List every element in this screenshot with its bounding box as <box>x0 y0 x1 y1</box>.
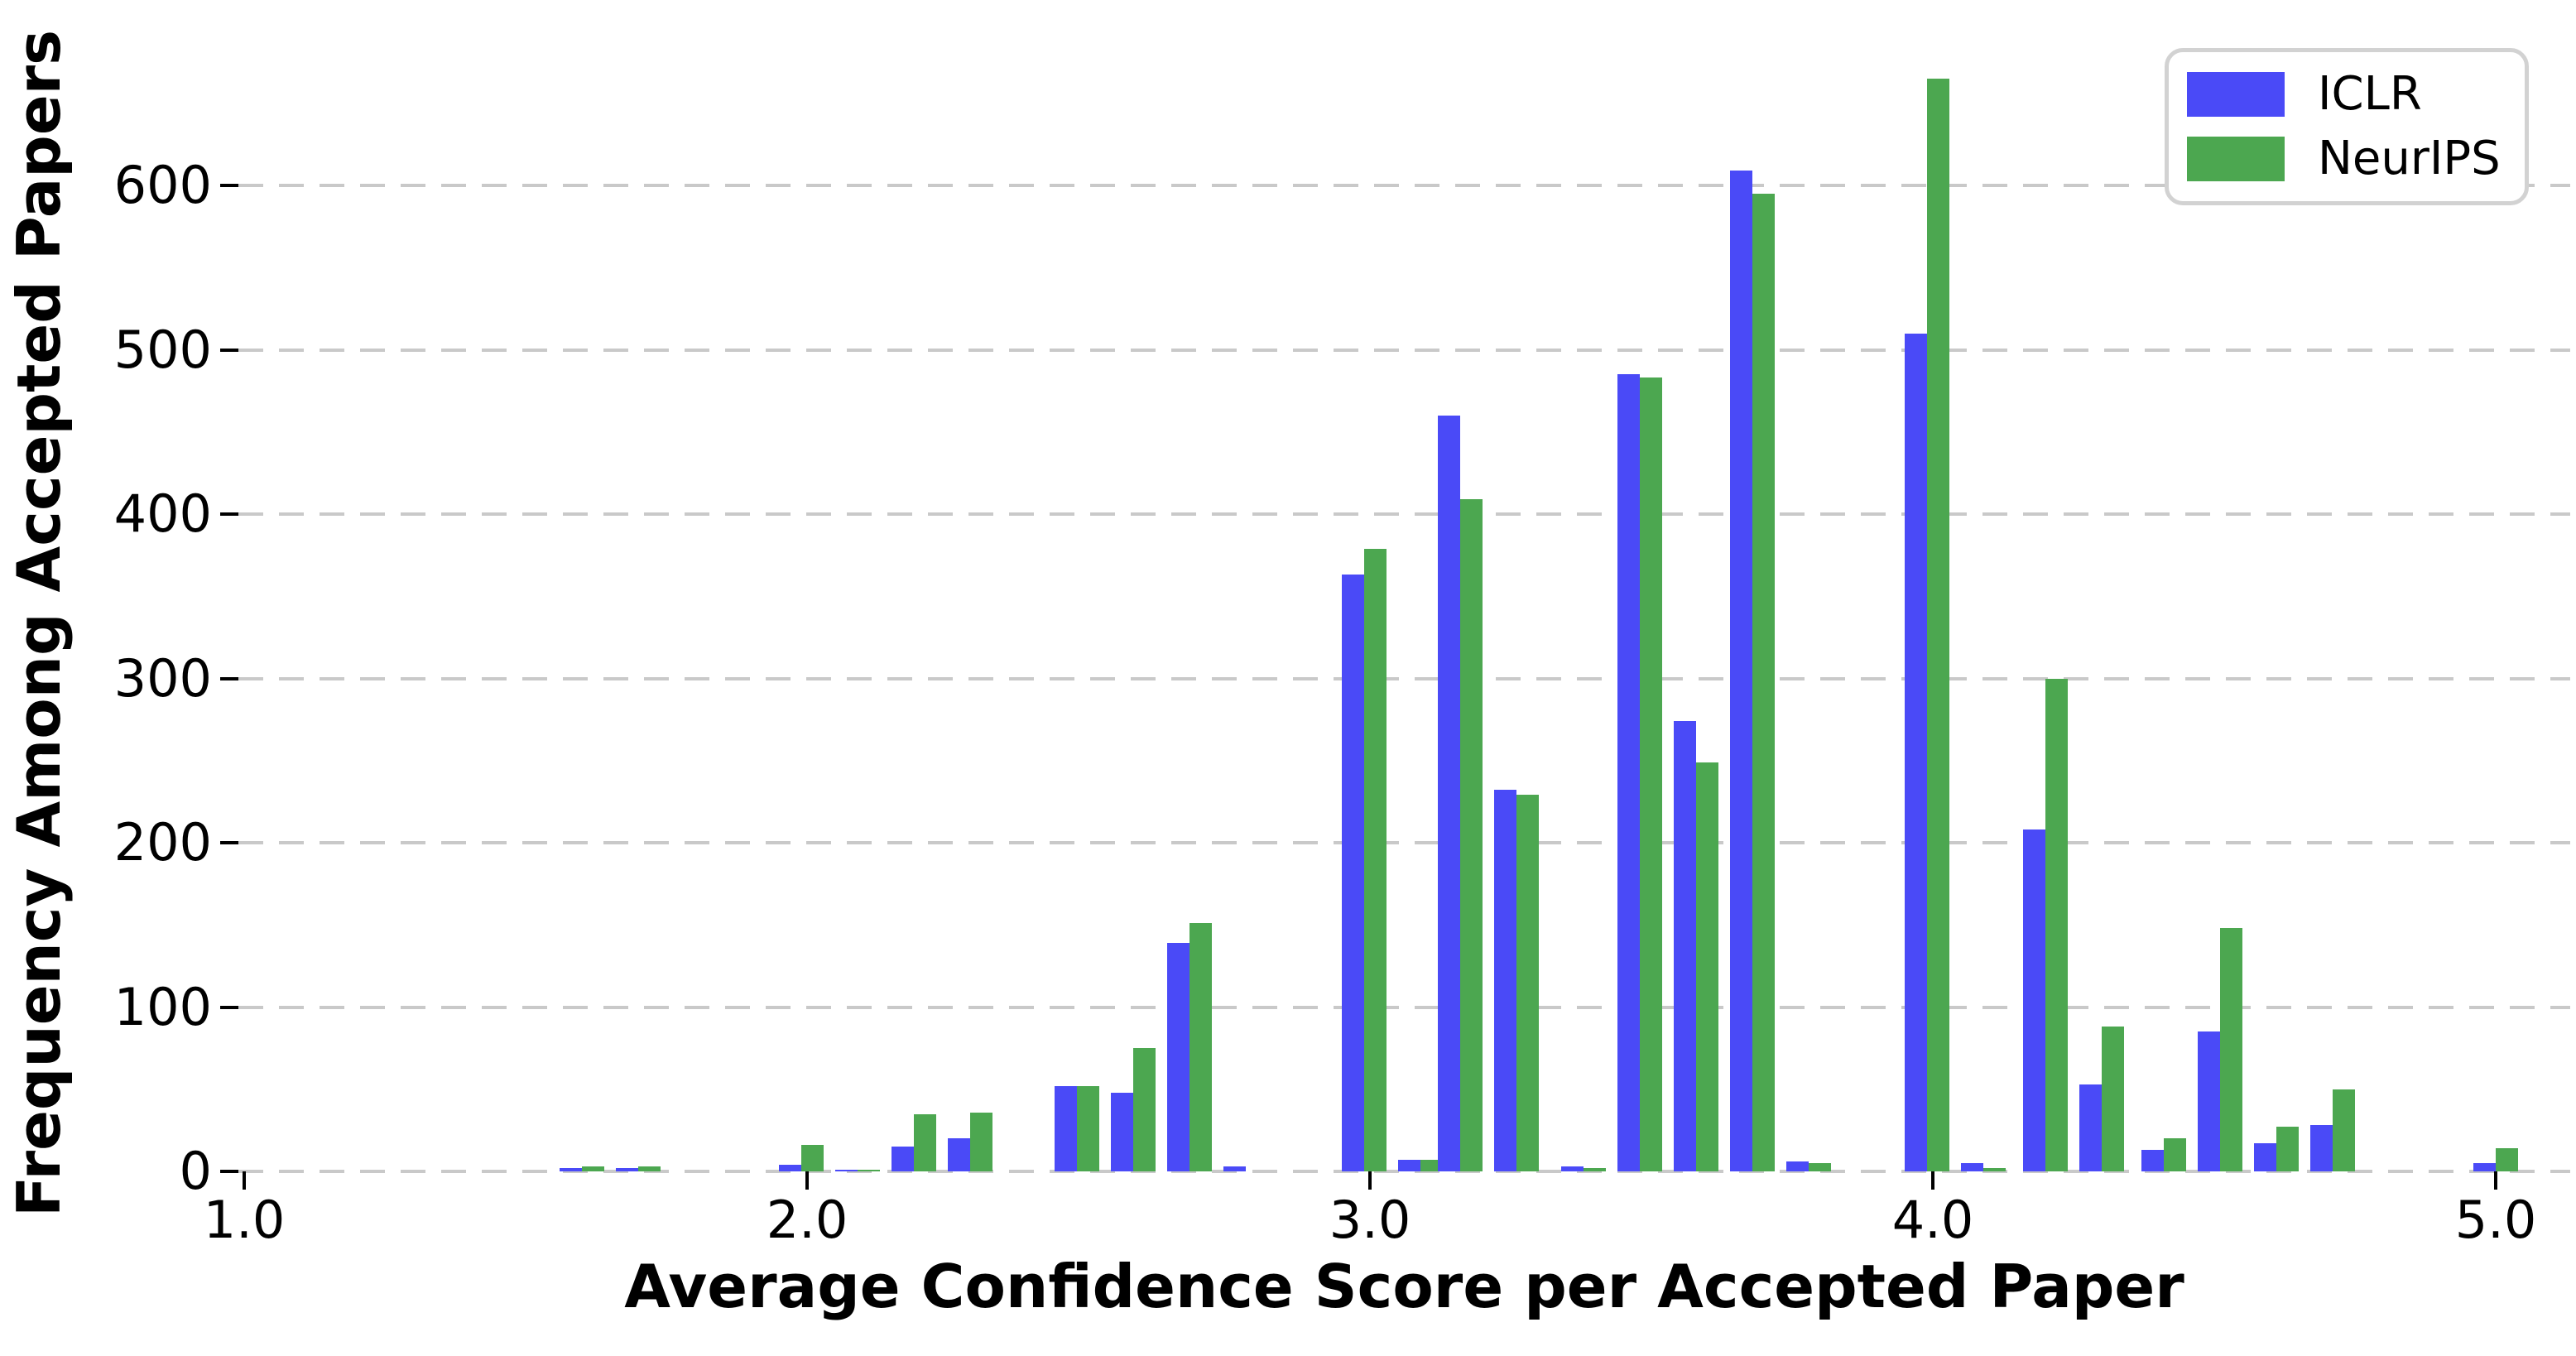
bar-neurips-x1.7 <box>638 1166 661 1171</box>
bar-neurips-x2.99 <box>1364 548 1387 1171</box>
bar-iclr-x3.68 <box>1730 171 1753 1171</box>
bar-iclr-x2.09 <box>835 1170 858 1171</box>
bar-iclr-x2.48 <box>1055 1085 1078 1171</box>
bar-neurips-x4.41 <box>2163 1138 2186 1171</box>
y-tick-label-500: 500 <box>113 319 212 380</box>
x-tick-label-5.0: 5.0 <box>2454 1190 2537 1250</box>
bar-neurips-x4.71 <box>2332 1089 2355 1171</box>
bar-neurips-x1.99 <box>801 1145 824 1171</box>
y-tick-label-200: 200 <box>113 812 212 873</box>
bar-iclr-x4.51 <box>2197 1031 2220 1171</box>
bar-neurips-x4.2 <box>2045 678 2068 1171</box>
x-tick-mark-4.0 <box>1931 1171 1934 1190</box>
bar-iclr-x3.99 <box>1905 333 1928 1171</box>
x-axis-title: Average Confidence Score per Accepted Pa… <box>624 1252 2184 1321</box>
bar-neurips-x3.58 <box>1696 762 1719 1171</box>
y-tick-mark-500 <box>220 348 238 352</box>
bar-neurips-x3.16 <box>1459 499 1483 1171</box>
gridline-400 <box>238 512 2570 516</box>
bar-iclr-x3.58 <box>1674 721 1697 1171</box>
y-tick-mark-300 <box>220 676 238 680</box>
bar-iclr-x4.41 <box>2141 1150 2164 1171</box>
bar-iclr-x3.48 <box>1617 374 1641 1171</box>
y-tick-mark-200 <box>220 841 238 844</box>
bar-neurips-x4.3 <box>2102 1027 2124 1171</box>
bar-iclr-x2.29 <box>948 1138 971 1171</box>
x-tick-mark-2.0 <box>805 1171 809 1190</box>
bar-iclr-x4.61 <box>2253 1143 2276 1171</box>
bar-neurips-x2.48 <box>1077 1085 1100 1171</box>
gridline-0 <box>238 1170 2570 1173</box>
y-tick-mark-100 <box>220 1005 238 1009</box>
legend-swatch-neurips <box>2187 137 2285 182</box>
gridline-100 <box>238 1005 2570 1009</box>
gridline-600 <box>238 184 2570 187</box>
bar-neurips-x3.09 <box>1420 1160 1444 1171</box>
bar-neurips-x2.09 <box>858 1170 881 1171</box>
x-tick-label-4.0: 4.0 <box>1891 1190 1974 1250</box>
bar-neurips-x3.68 <box>1752 193 1776 1171</box>
bar-neurips-x2.29 <box>970 1112 993 1171</box>
bar-neurips-x5 <box>2496 1148 2518 1171</box>
x-tick-mark-1.0 <box>243 1171 246 1190</box>
x-tick-mark-3.0 <box>1368 1171 1372 1190</box>
y-tick-mark-600 <box>220 184 238 187</box>
bar-neurips-x4.09 <box>1983 1168 2006 1171</box>
bar-neurips-x3.48 <box>1640 377 1663 1171</box>
legend: ICLR NeurIPS <box>2165 48 2529 205</box>
bar-iclr-x3.16 <box>1437 415 1460 1171</box>
bar-iclr-x2.19 <box>892 1147 915 1171</box>
gridline-500 <box>238 348 2570 352</box>
bar-neurips-x3.26 <box>1516 795 1539 1171</box>
bar-neurips-x2.58 <box>1133 1048 1156 1171</box>
bar-iclr-x1.99 <box>779 1165 802 1171</box>
bar-iclr-x2.58 <box>1111 1092 1134 1171</box>
x-tick-label-1.0: 1.0 <box>203 1190 286 1250</box>
bar-iclr-x3.78 <box>1786 1161 1809 1171</box>
bar-neurips-x4.51 <box>2219 928 2242 1171</box>
bar-iclr-x2.99 <box>1342 575 1365 1171</box>
y-axis-title: Frequency Among Accepted Papers <box>4 29 74 1217</box>
bar-iclr-x4.3 <box>2079 1084 2102 1171</box>
legend-swatch-iclr <box>2187 71 2285 117</box>
bar-iclr-x2.68 <box>1167 943 1190 1171</box>
bar-iclr-x3.38 <box>1561 1166 1584 1171</box>
bar-neurips-x3.78 <box>1809 1163 1832 1171</box>
gridline-200 <box>238 841 2570 844</box>
legend-item-iclr: ICLR <box>2187 66 2525 121</box>
gridline-300 <box>238 676 2570 680</box>
bar-iclr-x1.6 <box>560 1168 582 1171</box>
y-tick-label-400: 400 <box>113 483 212 544</box>
bar-neurips-x1.6 <box>582 1166 604 1171</box>
bar-neurips-x3.99 <box>1927 78 1950 1171</box>
bar-iclr-x5 <box>2473 1163 2496 1171</box>
bar-iclr-x4.2 <box>2023 829 2045 1171</box>
bar-iclr-x3.09 <box>1398 1160 1421 1171</box>
x-tick-label-3.0: 3.0 <box>1329 1190 1411 1250</box>
y-tick-label-300: 300 <box>113 647 212 709</box>
bar-iclr-x4.09 <box>1961 1163 1984 1171</box>
bar-iclr-x3.26 <box>1493 790 1516 1171</box>
bar-neurips-x4.61 <box>2276 1127 2299 1171</box>
y-tick-label-100: 100 <box>113 976 212 1037</box>
legend-label-neurips: NeurIPS <box>2318 132 2501 186</box>
legend-label-iclr: ICLR <box>2318 66 2422 121</box>
y-tick-label-0: 0 <box>179 1141 212 1201</box>
bar-iclr-x2.78 <box>1223 1166 1247 1171</box>
bar-iclr-x1.7 <box>616 1168 638 1171</box>
y-tick-mark-400 <box>220 512 238 516</box>
bar-neurips-x2.19 <box>914 1113 937 1171</box>
x-tick-mark-5.0 <box>2494 1171 2497 1190</box>
x-tick-label-2.0: 2.0 <box>766 1190 848 1250</box>
bar-neurips-x3.38 <box>1584 1168 1607 1171</box>
y-tick-mark-0 <box>220 1170 238 1173</box>
legend-item-neurips: NeurIPS <box>2187 136 2525 182</box>
bar-neurips-x2.68 <box>1189 923 1213 1171</box>
bar-iclr-x4.71 <box>2309 1125 2333 1171</box>
y-tick-label-600: 600 <box>113 155 212 215</box>
